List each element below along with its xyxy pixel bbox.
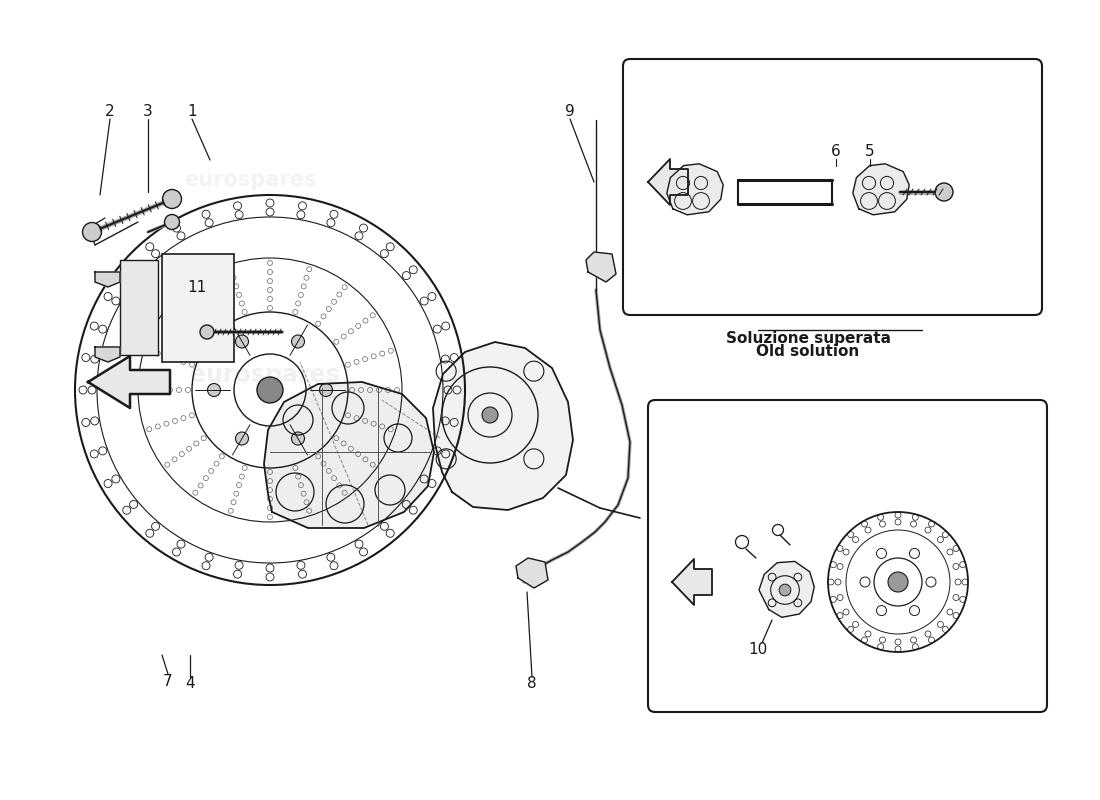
Polygon shape [852, 164, 910, 214]
Circle shape [208, 383, 220, 397]
Polygon shape [667, 164, 723, 214]
Text: 3: 3 [143, 105, 153, 119]
Circle shape [200, 325, 214, 339]
Circle shape [935, 183, 953, 201]
Polygon shape [672, 559, 712, 605]
Circle shape [163, 190, 182, 209]
Text: 8: 8 [527, 677, 537, 691]
Circle shape [165, 214, 179, 230]
Text: 1: 1 [187, 105, 197, 119]
Circle shape [257, 377, 283, 403]
Polygon shape [433, 342, 573, 510]
FancyBboxPatch shape [648, 400, 1047, 712]
Polygon shape [648, 159, 688, 205]
Text: Soluzione superata: Soluzione superata [726, 330, 891, 346]
Bar [120, 260, 158, 355]
Polygon shape [88, 356, 170, 408]
Text: 2: 2 [106, 105, 114, 119]
Circle shape [319, 383, 332, 397]
FancyBboxPatch shape [623, 59, 1042, 315]
Text: Old solution: Old solution [757, 345, 859, 359]
Text: eurospares: eurospares [724, 575, 856, 595]
Polygon shape [264, 382, 434, 528]
Circle shape [235, 432, 249, 445]
Text: eurospares: eurospares [184, 170, 317, 190]
Text: 4: 4 [185, 677, 195, 691]
Polygon shape [95, 347, 120, 362]
Polygon shape [759, 562, 814, 618]
Circle shape [235, 335, 249, 348]
Text: 9: 9 [565, 105, 575, 119]
Text: 6: 6 [832, 145, 840, 159]
Text: 10: 10 [748, 642, 768, 658]
Polygon shape [586, 252, 616, 282]
Circle shape [482, 407, 498, 423]
Bar [162, 254, 234, 362]
Circle shape [292, 432, 305, 445]
Text: 5: 5 [866, 145, 874, 159]
Circle shape [292, 335, 305, 348]
Text: eurospares: eurospares [734, 175, 867, 195]
Text: 11: 11 [187, 281, 207, 295]
Circle shape [888, 572, 907, 592]
Polygon shape [516, 558, 548, 588]
Circle shape [82, 222, 101, 242]
Polygon shape [95, 272, 120, 287]
Circle shape [779, 584, 791, 596]
Text: 7: 7 [163, 674, 173, 690]
Text: eurospares: eurospares [190, 363, 340, 387]
